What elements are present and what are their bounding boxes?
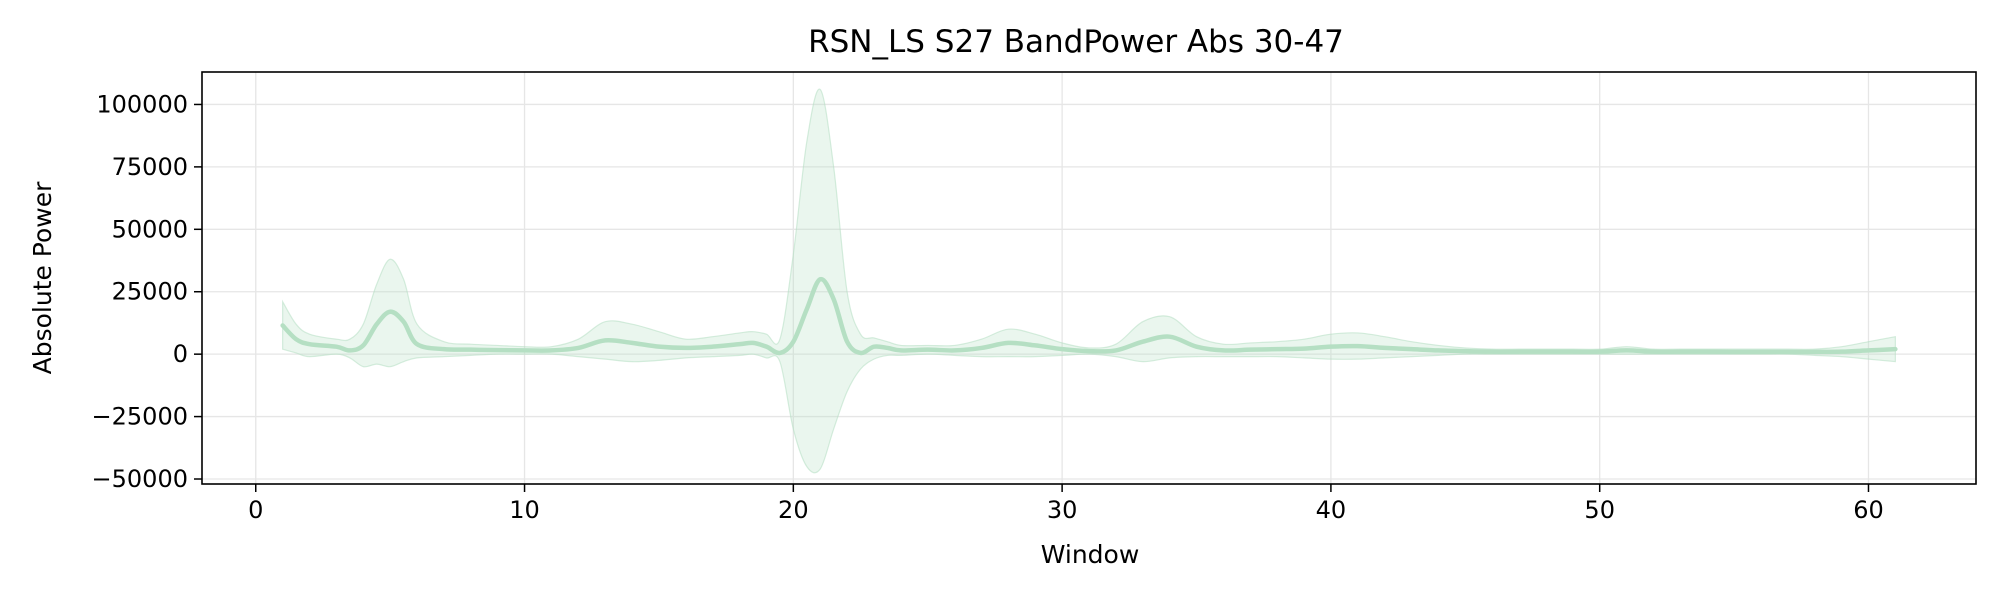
y-ticks: −50000 −25000 0 25000 50000 75000 100000 xyxy=(92,90,202,493)
y-tick-label: −25000 xyxy=(92,403,188,431)
x-tick-label: 30 xyxy=(1047,496,1078,524)
y-axis-label: Absolute Power xyxy=(28,181,57,375)
y-tick-label: 0 xyxy=(173,340,188,368)
y-tick-label: 50000 xyxy=(112,215,188,243)
grid xyxy=(202,72,1976,484)
y-tick-label: 75000 xyxy=(112,153,188,181)
confidence-band xyxy=(282,88,1896,474)
plot-frame xyxy=(201,71,1977,485)
chart-title: RSN_LS S27 BandPower Abs 30-47 xyxy=(808,24,1344,60)
x-tick-label: 20 xyxy=(778,496,809,524)
x-tick-label: 10 xyxy=(509,496,540,524)
x-ticks: 0 10 20 30 40 50 60 xyxy=(248,484,1884,524)
x-tick-label: 40 xyxy=(1316,496,1347,524)
band-layer xyxy=(282,88,1896,474)
x-axis-label: Window xyxy=(1041,540,1140,569)
x-tick-label: 0 xyxy=(248,496,263,524)
x-tick-label: 60 xyxy=(1853,496,1884,524)
x-tick-label: 50 xyxy=(1584,496,1615,524)
line-layer xyxy=(280,276,1898,356)
y-tick-label: 100000 xyxy=(96,90,188,118)
y-tick-label: 25000 xyxy=(112,278,188,306)
mean-line xyxy=(280,276,1898,356)
y-tick-label: −50000 xyxy=(92,465,188,493)
